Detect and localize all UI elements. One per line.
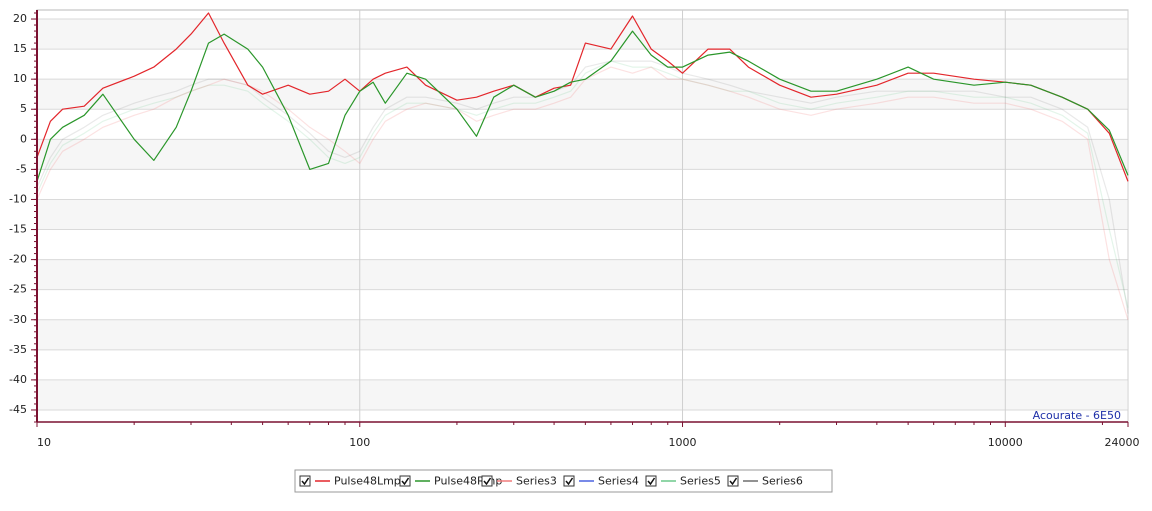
- band: [38, 319, 1127, 350]
- checkmark: [647, 477, 656, 486]
- band: [38, 259, 1127, 290]
- series-line: [36, 66, 1129, 320]
- band: [38, 79, 1127, 110]
- checkmark: [565, 477, 574, 486]
- legend-label: Pulse48Lmp: [334, 475, 401, 488]
- checkmark: [729, 477, 738, 486]
- checkmark: [401, 477, 410, 486]
- y-tick-label: -35: [9, 343, 27, 356]
- y-tick-label: 15: [13, 42, 27, 55]
- legend-checkbox[interactable]: [481, 475, 493, 487]
- legend-item[interactable]: Series6: [727, 475, 803, 488]
- checkmark: [483, 477, 492, 486]
- series-line: [36, 60, 1129, 308]
- series-line: [36, 60, 1129, 314]
- band: [38, 19, 1127, 50]
- watermark: Acourate - 6E50: [1033, 409, 1121, 422]
- band: [38, 199, 1127, 230]
- legend-checkbox[interactable]: [399, 475, 411, 487]
- legend-checkbox[interactable]: [645, 475, 657, 487]
- x-tick-label: 1000: [669, 436, 697, 449]
- checkmark: [301, 477, 310, 486]
- legend-item[interactable]: Pulse48Lmp: [299, 475, 401, 488]
- y-tick-label: -5: [16, 162, 27, 175]
- y-tick-label: -40: [9, 373, 27, 386]
- legend-label: Series6: [762, 475, 803, 488]
- legend-item[interactable]: Series5: [645, 475, 721, 488]
- y-tick-label: -10: [9, 192, 27, 205]
- y-tick-label: 20: [13, 12, 27, 25]
- y-tick-label: -45: [9, 403, 27, 416]
- y-tick-label: -25: [9, 283, 27, 296]
- legend-checkbox[interactable]: [563, 475, 575, 487]
- y-tick-label: 5: [20, 102, 27, 115]
- x-tick-label: 24000: [1105, 436, 1140, 449]
- series-line: [36, 30, 1129, 182]
- y-tick-label: 10: [13, 72, 27, 85]
- legend-checkbox[interactable]: [727, 475, 739, 487]
- legend-label: Series5: [680, 475, 721, 488]
- band: [38, 379, 1127, 410]
- y-tick-label: 0: [20, 132, 27, 145]
- x-tick-label: 10: [37, 436, 51, 449]
- legend-item[interactable]: Series3: [481, 475, 557, 488]
- legend-label: Series4: [598, 475, 639, 488]
- x-tick-label: 10000: [988, 436, 1023, 449]
- legend-label: Series3: [516, 475, 557, 488]
- x-tick-label: 100: [349, 436, 370, 449]
- legend-checkbox[interactable]: [299, 475, 311, 487]
- y-tick-label: -20: [9, 253, 27, 266]
- y-tick-label: -15: [9, 223, 27, 236]
- legend-item[interactable]: Series4: [563, 475, 639, 488]
- y-tick-label: -30: [9, 313, 27, 326]
- band: [38, 139, 1127, 170]
